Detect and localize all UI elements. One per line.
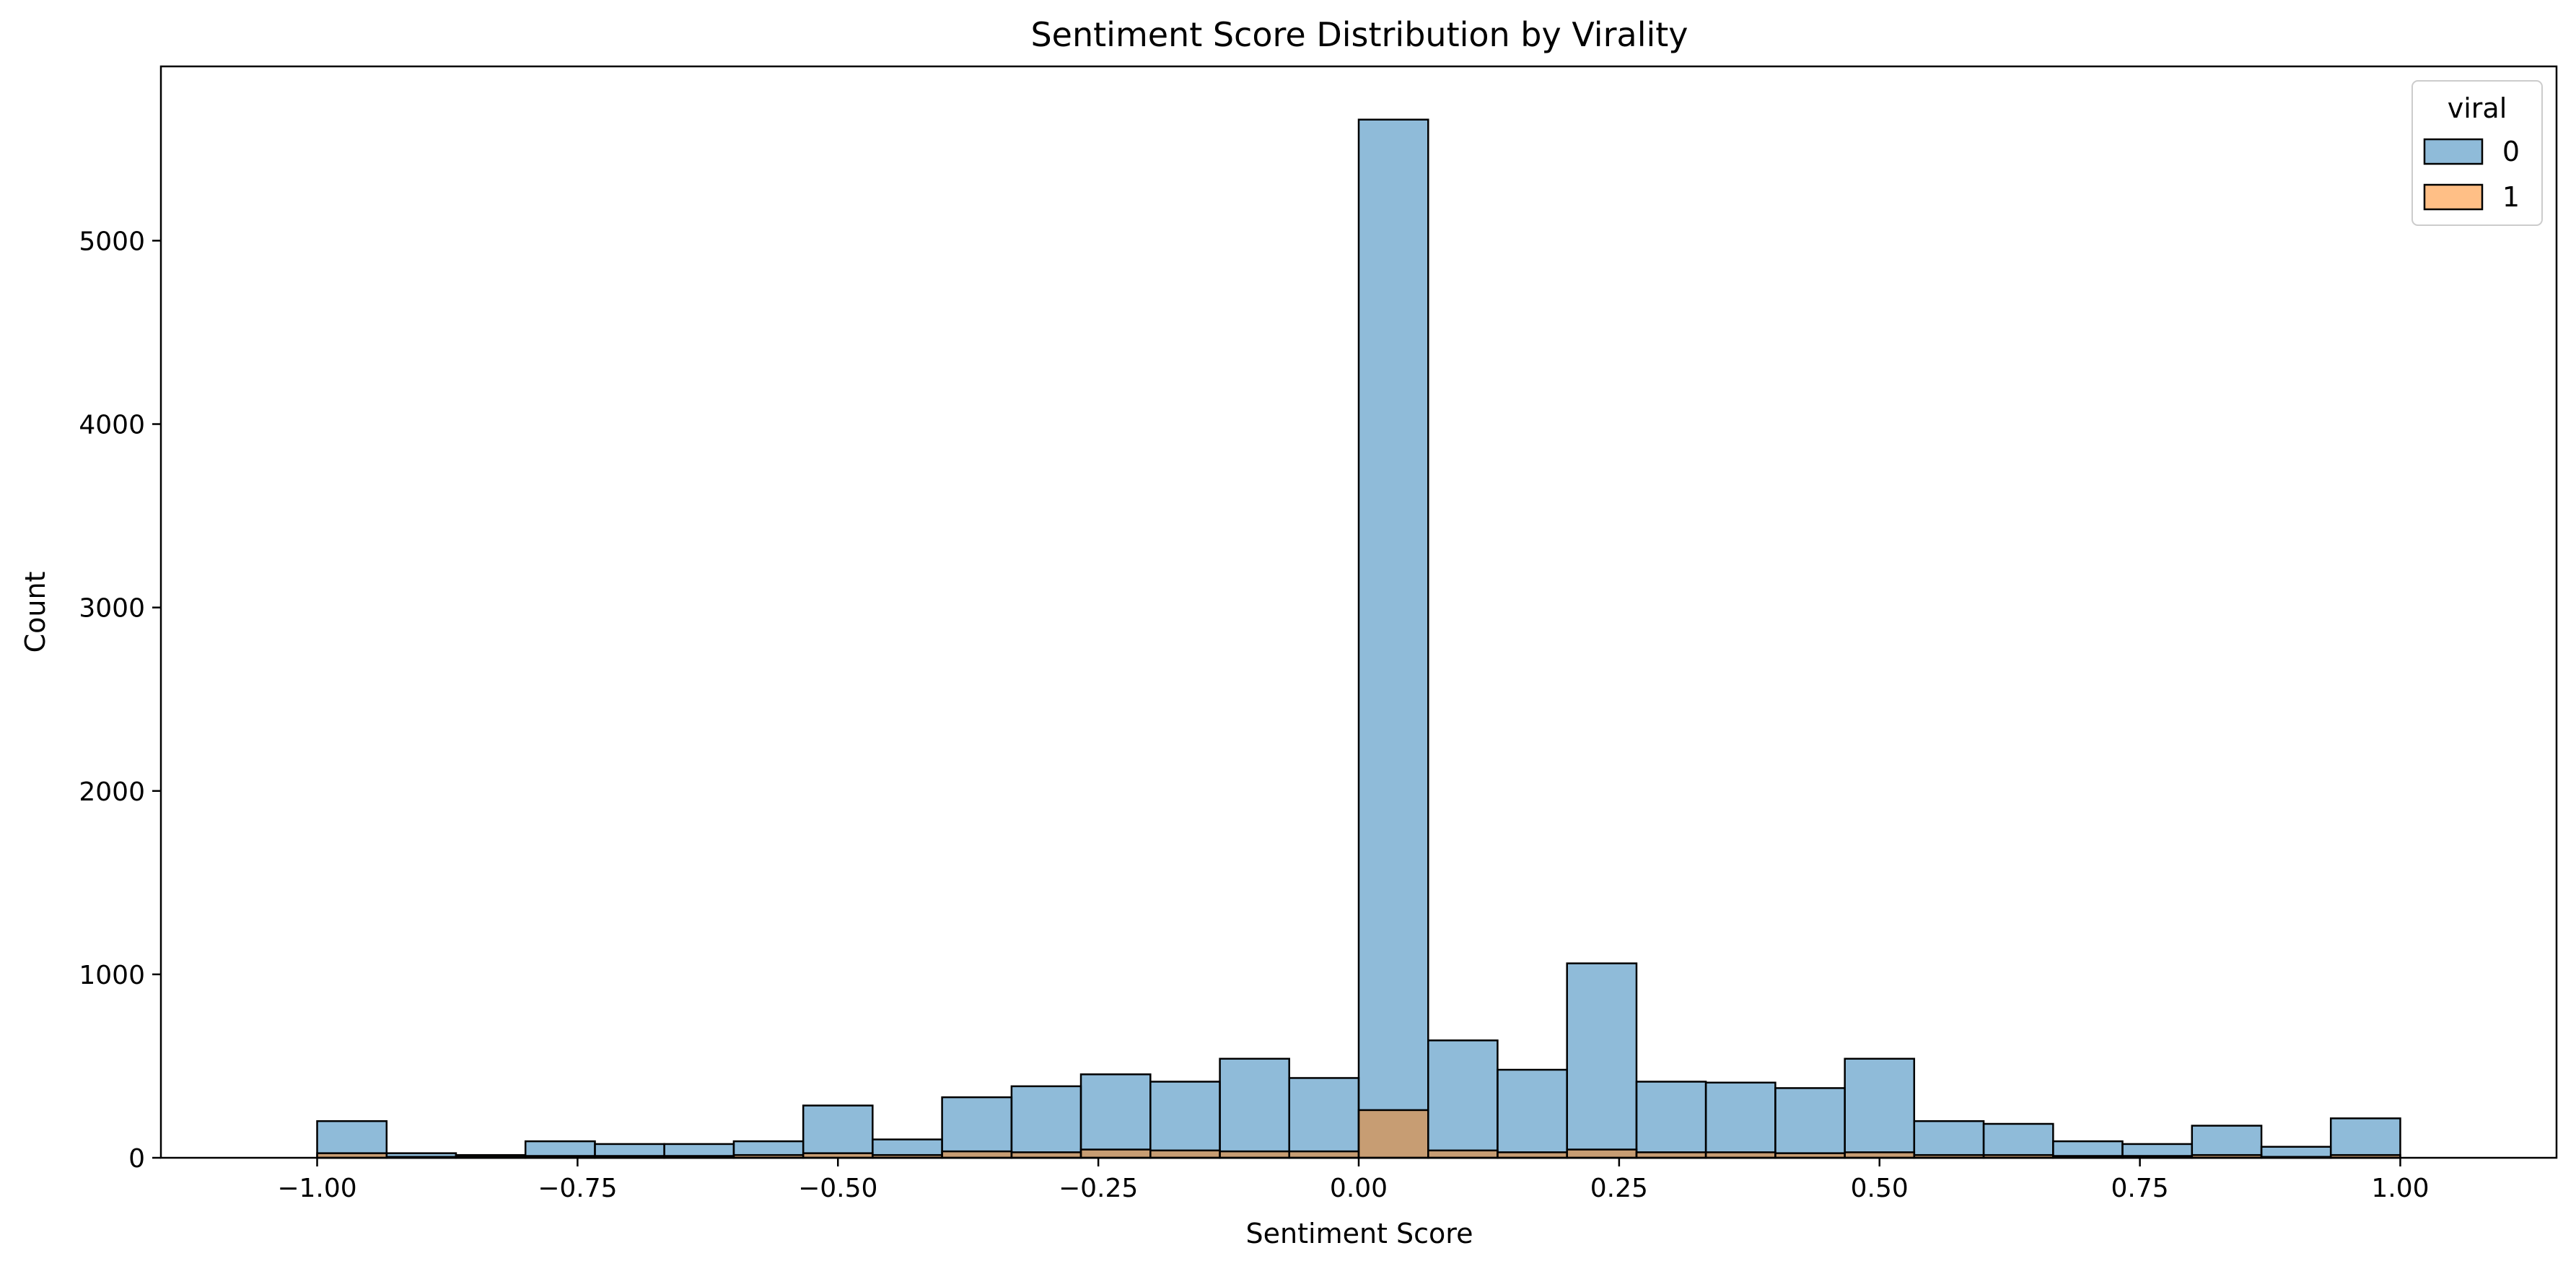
bar-series-1-bin-12	[1149, 1149, 1221, 1159]
x-axis-label: Sentiment Score	[1246, 1218, 1473, 1249]
bar-series-0-bin-15	[1357, 118, 1429, 1159]
bar-series-0-bin-10	[1010, 1085, 1082, 1159]
bar-series-1-bin-15	[1357, 1109, 1429, 1159]
bar-series-0-bin-18	[1566, 962, 1638, 1159]
bar-series-0-bin-23	[1913, 1120, 1985, 1159]
y-tick-label: 1000	[79, 961, 145, 990]
bar-series-0-bin-7	[802, 1104, 874, 1159]
x-tick-label: 0.00	[1330, 1174, 1388, 1203]
chart-title: Sentiment Score Distribution by Virality	[1030, 15, 1688, 54]
bar-series-0-bin-27	[2191, 1125, 2263, 1159]
bar-series-1-bin-14	[1288, 1150, 1360, 1159]
bar-series-1-bin-11	[1079, 1148, 1152, 1159]
y-tick-label: 0	[128, 1144, 145, 1174]
legend-swatch-1	[2423, 183, 2484, 211]
x-axis-ticks: −1.00 −0.75 −0.50 −0.25 0.00 0.25 0.50 0.75 1.00	[277, 1158, 2430, 1203]
y-tick-label: 4000	[79, 411, 145, 440]
bar-series-0-bin-17	[1497, 1068, 1568, 1159]
bar-series-0-bin-21	[1774, 1087, 1846, 1159]
bar-series-0-bin-12	[1149, 1081, 1221, 1159]
legend-swatch-0	[2423, 138, 2484, 165]
bar-series-1-bin-16	[1427, 1149, 1499, 1159]
x-tick-label: −0.50	[798, 1174, 877, 1203]
x-tick-label: −0.25	[1059, 1174, 1138, 1203]
y-axis-label: Count	[19, 572, 51, 653]
y-tick-label: 3000	[79, 594, 145, 624]
bar-series-1-bin-13	[1219, 1150, 1290, 1159]
series-0-bars	[316, 118, 2401, 1159]
bar-series-0-bin-16	[1427, 1039, 1499, 1159]
x-tick-label: 0.25	[1590, 1174, 1648, 1203]
bar-series-0-bin-0	[316, 1120, 388, 1159]
legend-title: viral	[2448, 92, 2507, 124]
legend-entry-0: 0	[2502, 136, 2520, 167]
bar-series-0-bin-11	[1079, 1073, 1152, 1159]
bar-series-0-bin-9	[941, 1096, 1013, 1159]
x-tick-label: 0.75	[2111, 1174, 2169, 1203]
bar-series-0-bin-22	[1844, 1057, 1916, 1159]
y-tick-label: 5000	[79, 227, 145, 256]
bar-series-0-bin-24	[1982, 1122, 2054, 1159]
x-tick-label: −1.00	[277, 1174, 356, 1203]
x-tick-label: −0.75	[538, 1174, 617, 1203]
y-tick-label: 2000	[79, 777, 145, 807]
bar-series-0-bin-29	[2329, 1117, 2401, 1159]
bar-series-0-bin-19	[1635, 1081, 1707, 1159]
bar-series-1-bin-9	[941, 1150, 1013, 1159]
y-axis-ticks: 0 1000 2000 3000 4000 5000	[79, 227, 161, 1174]
legend-entry-1: 1	[2502, 181, 2520, 213]
x-tick-label: 0.50	[1851, 1174, 1909, 1203]
x-tick-label: 1.00	[2371, 1174, 2429, 1203]
bar-series-1-bin-18	[1566, 1148, 1638, 1159]
bar-series-0-bin-14	[1288, 1077, 1360, 1159]
bar-series-0-bin-13	[1219, 1057, 1290, 1159]
legend: viral 0 1	[2411, 80, 2543, 226]
bar-series-0-bin-20	[1704, 1081, 1777, 1159]
